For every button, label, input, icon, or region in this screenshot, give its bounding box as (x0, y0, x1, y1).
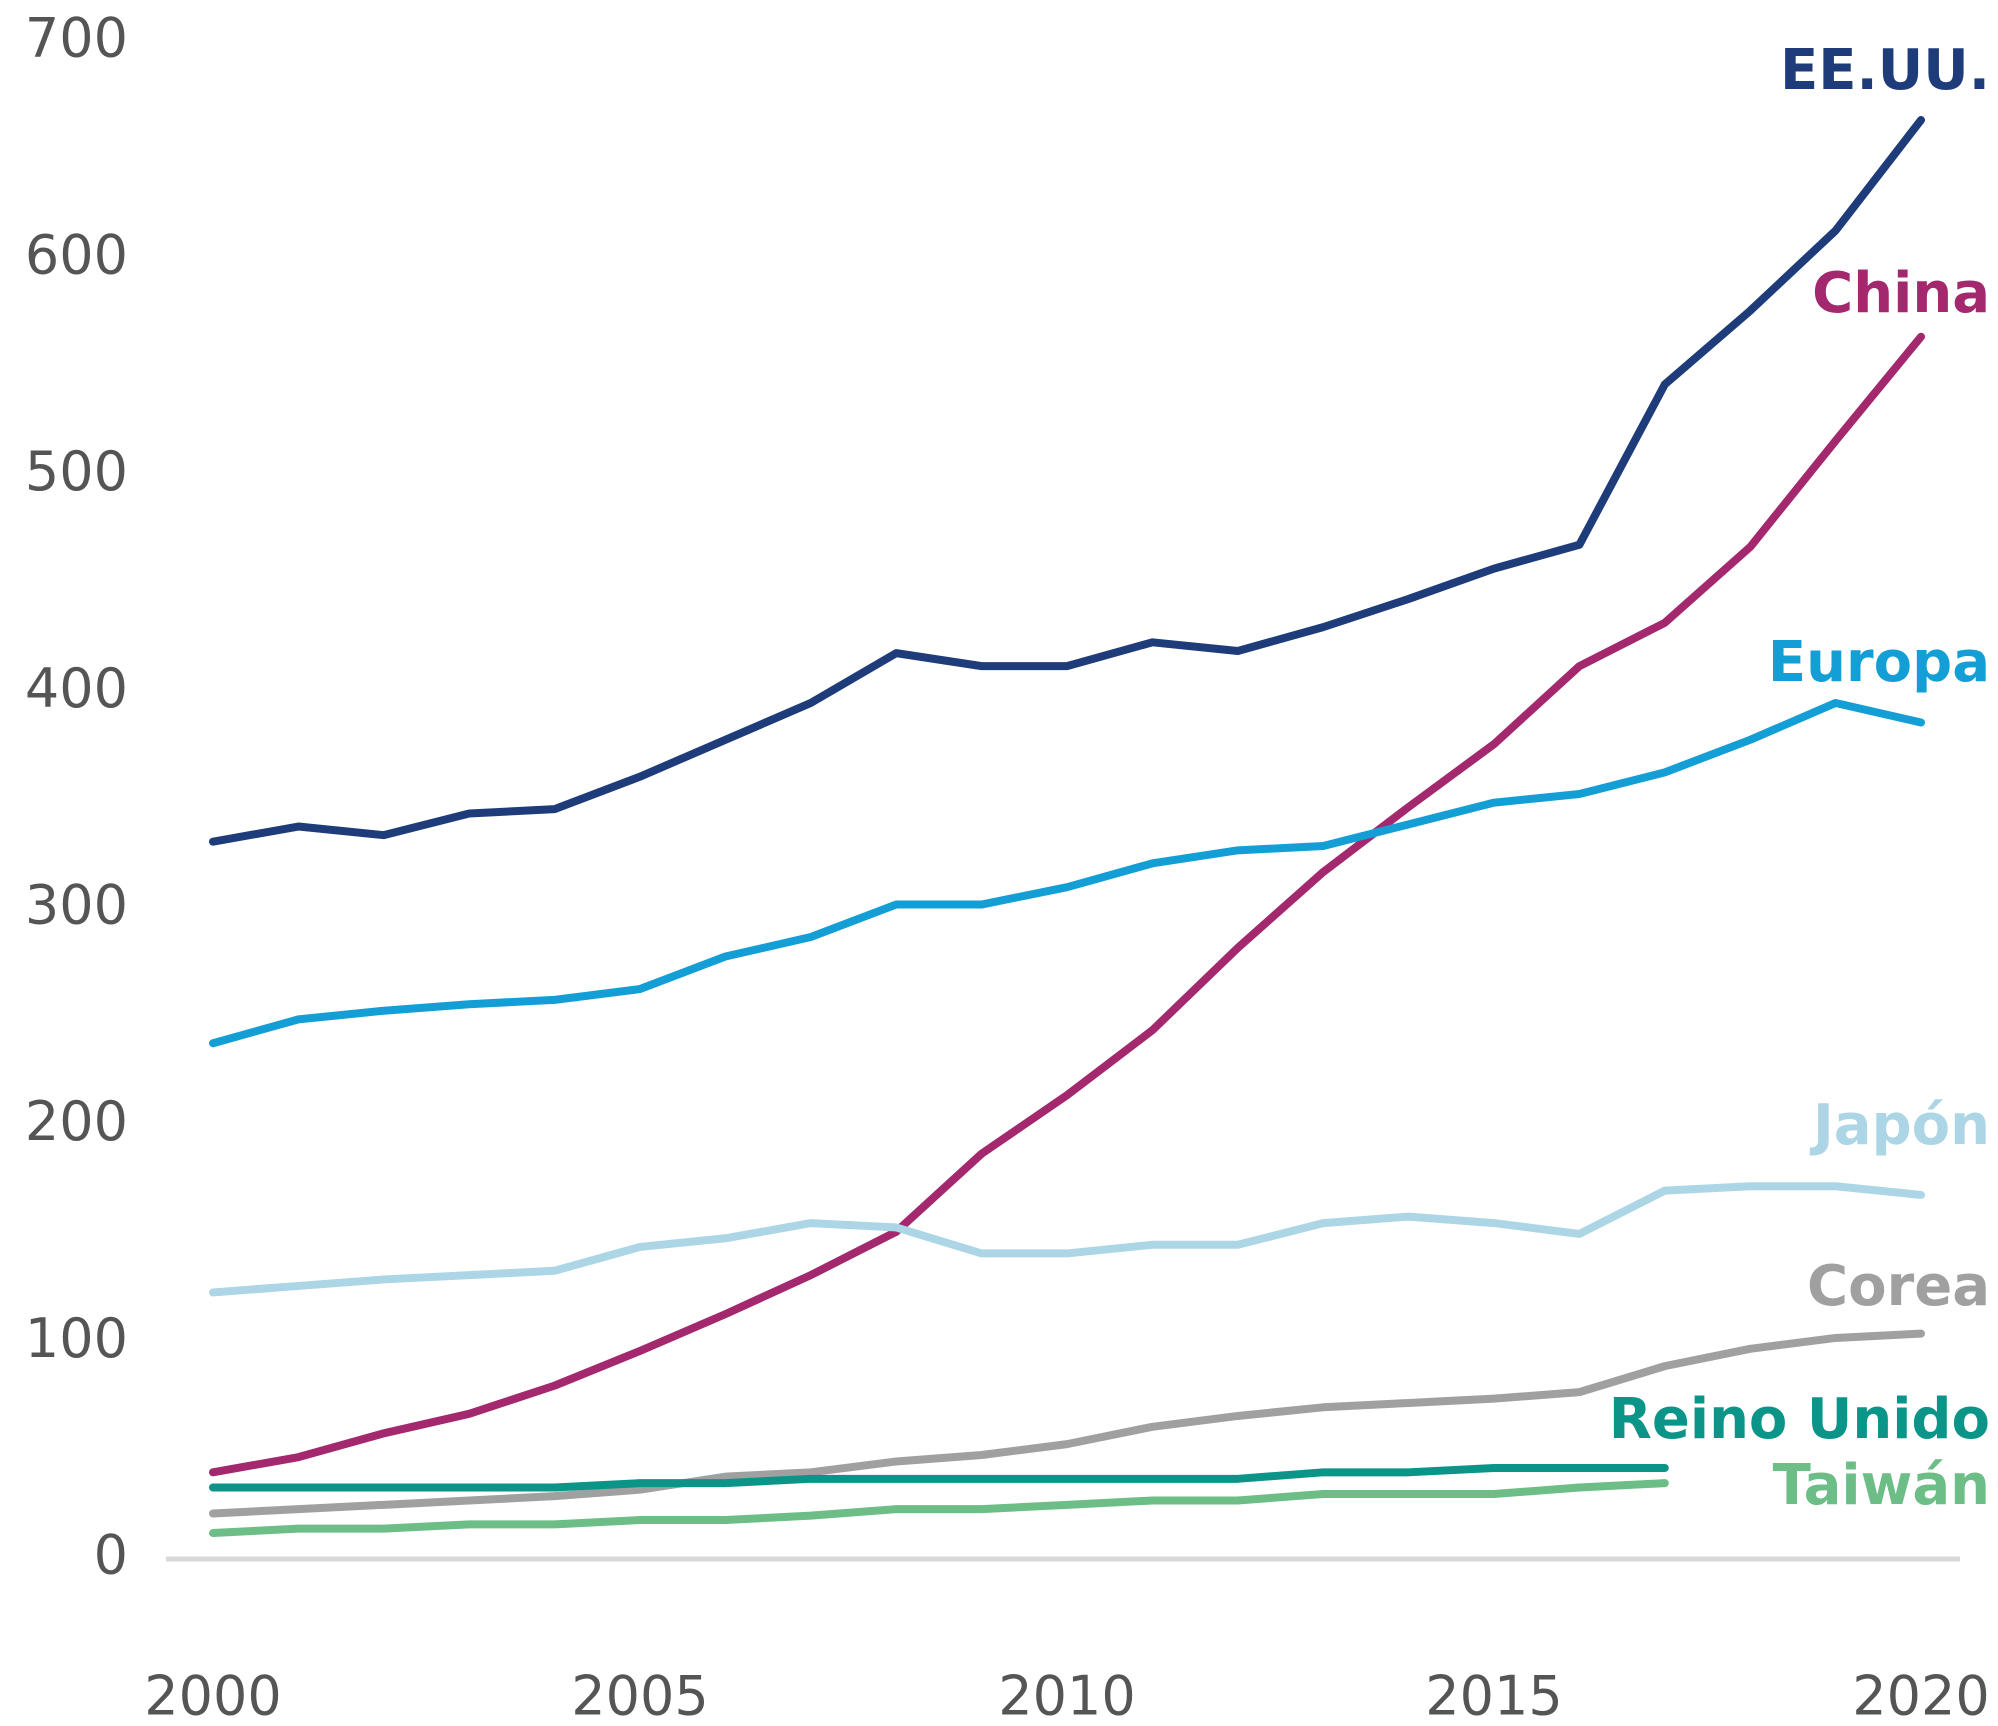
x-tick-label: 2005 (571, 1665, 708, 1726)
y-tick-label: 600 (25, 223, 128, 286)
series-line (209, 1479, 1669, 1537)
series-label: Japón (1809, 1093, 1990, 1158)
series-label: Reino Unido (1609, 1387, 1990, 1452)
y-tick-label: 100 (25, 1307, 128, 1370)
series-label: Europa (1768, 630, 1990, 695)
series-label: Corea (1807, 1254, 1990, 1319)
x-tick-label: 2020 (1852, 1665, 1989, 1726)
x-tick-label: 2010 (998, 1665, 1135, 1726)
y-tick-label: 500 (25, 440, 128, 503)
y-tick-label: 0 (94, 1524, 128, 1587)
series-line (209, 1329, 1925, 1518)
y-tick-label: 300 (25, 873, 128, 936)
y-tick-label: 200 (25, 1090, 128, 1153)
y-tick-label: 400 (25, 657, 128, 720)
y-tick-label: 700 (25, 7, 128, 70)
series-line (209, 116, 1925, 846)
x-tick-label: 2000 (144, 1665, 281, 1726)
series-line (209, 1463, 1669, 1492)
series-label: China (1812, 261, 1990, 326)
series-line (209, 1182, 1925, 1297)
series-label: EE.UU. (1780, 38, 1990, 103)
series-line (209, 332, 1925, 1477)
series-line (209, 698, 1925, 1048)
x-tick-label: 2015 (1425, 1665, 1562, 1726)
series-label: Taiwán (1773, 1453, 1990, 1518)
